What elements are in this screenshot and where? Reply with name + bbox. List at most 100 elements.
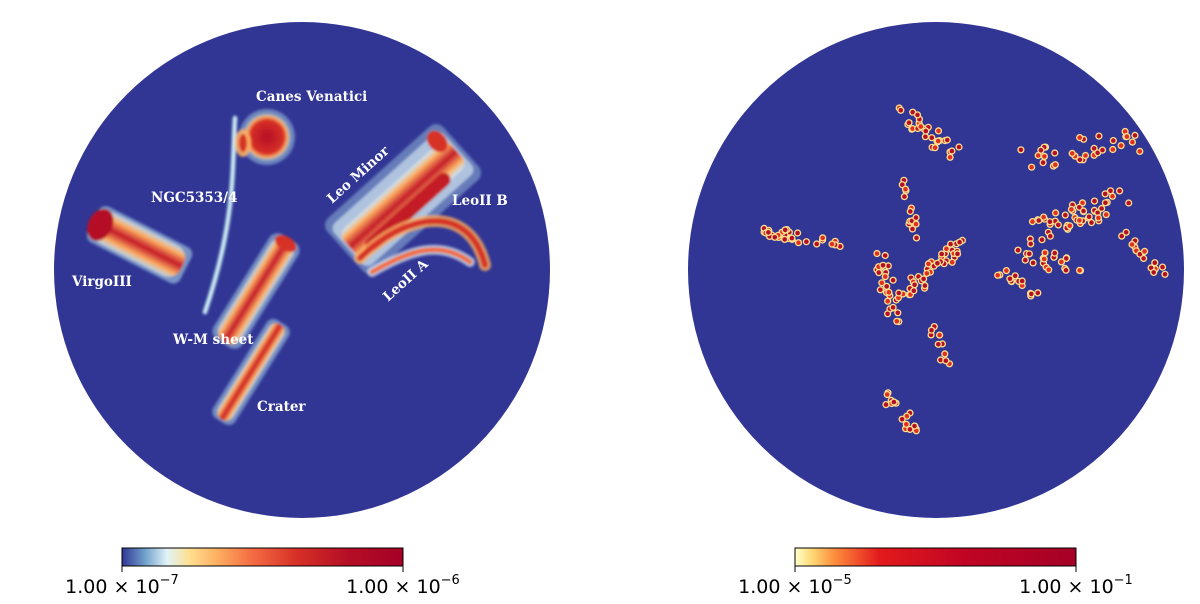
density-clump: [1015, 247, 1021, 253]
density-clump: [935, 261, 940, 266]
density-clump: [1063, 267, 1069, 273]
density-clump: [945, 137, 950, 143]
density-clump: [913, 215, 919, 220]
density-clump: [1096, 133, 1102, 139]
density-clump: [1030, 260, 1036, 266]
density-clump: [789, 235, 795, 241]
density-clump: [1004, 268, 1009, 273]
density-clump: [1080, 200, 1085, 206]
density-clump: [1077, 205, 1082, 210]
left-colorbar-min-label: 1.00 × 10−7: [65, 573, 179, 598]
density-clump: [1118, 143, 1124, 148]
right-colorbar: 1.00 × 10−5 1.00 × 10−1: [738, 547, 1133, 598]
label-canes-venatici: Canes Venatici: [256, 89, 367, 105]
density-clump: [1030, 219, 1035, 224]
density-clump: [932, 145, 938, 150]
density-clump: [1077, 157, 1083, 163]
density-clump: [1089, 220, 1094, 225]
density-clump: [1141, 256, 1146, 261]
density-clump: [782, 237, 787, 242]
density-clump: [910, 109, 915, 115]
density-clump: [1067, 223, 1073, 229]
density-clump: [1059, 259, 1064, 265]
density-clump: [908, 209, 913, 214]
left-structures: [86, 109, 491, 426]
density-clump: [1041, 256, 1047, 262]
density-clump: [1130, 139, 1135, 145]
density-clump: [1052, 150, 1058, 156]
left-colorbar: 1.00 × 10−7 1.00 × 10−6: [65, 547, 460, 598]
density-clump: [1047, 219, 1053, 224]
density-clump: [1042, 154, 1047, 159]
density-clump: [1137, 149, 1143, 154]
density-clump: [795, 230, 800, 236]
density-clump: [772, 235, 778, 240]
density-clump: [1096, 215, 1101, 221]
density-clump: [1007, 276, 1013, 282]
density-clump: [914, 235, 919, 241]
density-clump: [1110, 147, 1116, 152]
density-clump: [938, 357, 943, 363]
density-clump: [1099, 206, 1104, 211]
density-clump: [947, 155, 953, 160]
density-clump: [1142, 249, 1147, 254]
density-clump: [1042, 250, 1048, 256]
density-clump: [936, 128, 941, 134]
density-clump: [782, 227, 788, 233]
density-clump: [796, 240, 801, 245]
density-clump: [896, 295, 901, 301]
density-clump: [1126, 200, 1131, 206]
density-clump: [1148, 265, 1154, 271]
right-sky-disk: [688, 22, 1184, 518]
density-clump: [939, 251, 944, 257]
density-clump: [903, 186, 908, 192]
density-clump: [880, 263, 886, 268]
density-clump: [886, 290, 892, 295]
density-clump: [885, 298, 890, 304]
density-clump: [942, 351, 948, 357]
density-clump: [902, 194, 907, 199]
density-clump: [896, 290, 902, 296]
density-clump: [915, 112, 920, 118]
density-clump: [1129, 242, 1135, 247]
density-clump: [956, 144, 962, 150]
density-clump: [1086, 214, 1092, 220]
density-clump: [1081, 208, 1086, 214]
density-clump: [910, 226, 915, 232]
density-clump: [890, 277, 896, 283]
density-clump: [995, 273, 1000, 278]
density-clump: [1123, 230, 1129, 235]
density-clump: [1095, 150, 1100, 156]
density-clump: [1083, 153, 1088, 158]
density-clump: [1027, 251, 1032, 257]
density-clump: [921, 276, 926, 282]
density-clump: [1041, 214, 1046, 220]
density-clump: [1122, 129, 1128, 134]
density-clump: [922, 283, 928, 288]
density-clump: [914, 428, 919, 434]
density-clump: [1048, 233, 1053, 239]
density-clump: [1108, 188, 1113, 194]
density-clump: [766, 230, 771, 235]
density-clump: [883, 402, 889, 407]
density-clump: [1103, 212, 1109, 217]
density-clump: [885, 311, 890, 317]
density-clump: [895, 310, 901, 316]
density-clump: [1102, 191, 1108, 197]
right-colorbar-min-label: 1.00 × 10−5: [738, 573, 852, 598]
density-clump: [1038, 147, 1044, 153]
density-clump: [898, 108, 904, 113]
density-clump: [1091, 146, 1097, 151]
density-clump: [929, 327, 934, 333]
right-point-cloud: [760, 104, 1169, 435]
density-clump: [1162, 272, 1168, 277]
density-clump: [924, 271, 930, 276]
label-wm-sheet: W-M sheet: [172, 332, 254, 348]
density-clump: [1029, 164, 1034, 170]
density-clump: [883, 274, 888, 279]
right-colorbar-gradient: [794, 547, 1077, 567]
density-clump: [949, 260, 955, 265]
density-clump: [928, 332, 934, 338]
left-colorbar-max-label: 1.00 × 10−6: [346, 573, 460, 598]
density-clump: [923, 128, 929, 134]
